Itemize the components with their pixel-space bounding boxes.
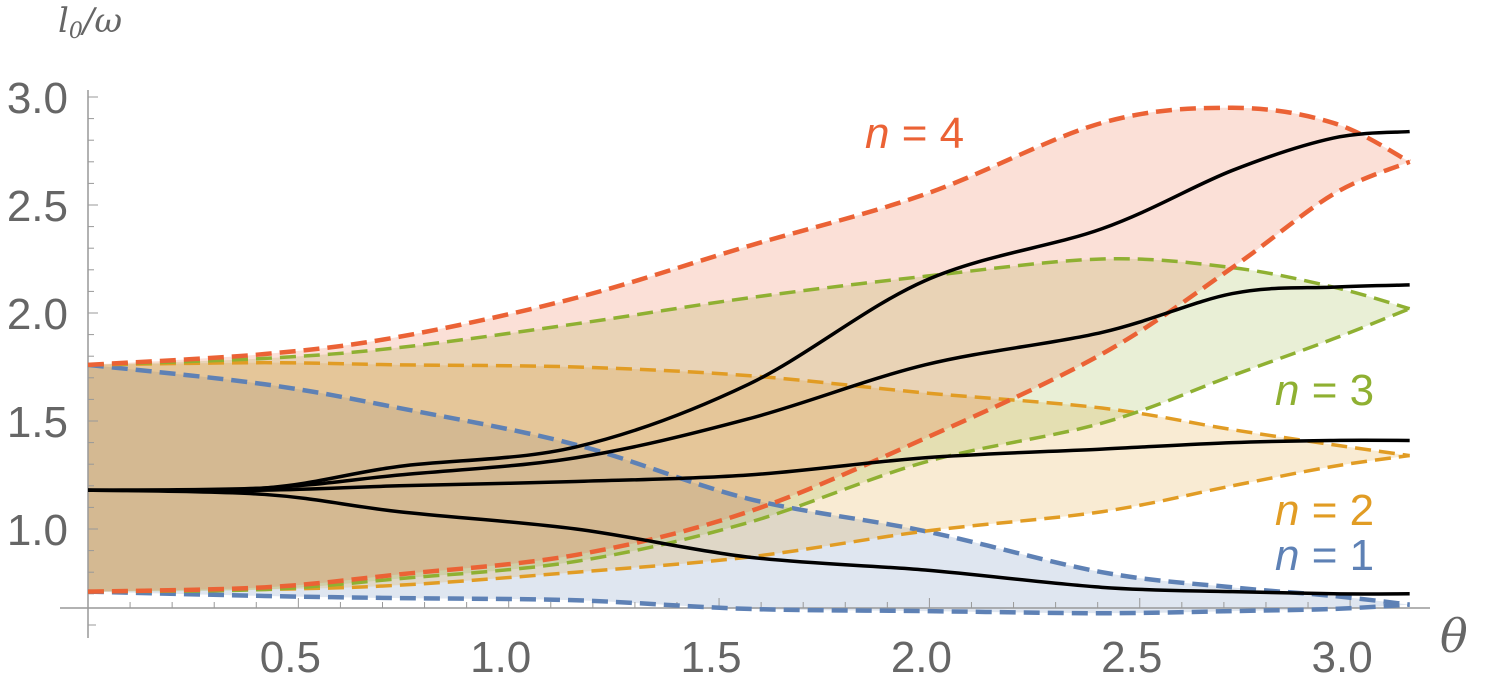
band-fill-n2 [88,362,1410,592]
center-curves [87,129,1410,596]
band-upper-n2 [87,360,1410,458]
y-tick-label: 1.5 [7,398,68,447]
band-fill-n1 [88,364,1410,614]
y-tick-label: 3.0 [7,74,68,123]
band-lower-n4 [87,159,1411,594]
y-axis-label: l0/ω [58,1,122,44]
x-tick-label: 2.5 [1101,633,1162,682]
y-tick-label: 1.0 [7,506,68,555]
series-label-n3: n = 3 [1275,366,1374,415]
band-upper-n3 [87,257,1411,367]
y-tick-label: 2.5 [7,182,68,231]
x-tick-label: 0.5 [260,633,321,682]
x-tick-label: 2.0 [891,633,952,682]
series-label-n4: n = 4 [865,109,964,158]
center-curve-n2 [87,438,1410,493]
band-boundaries [87,105,1411,616]
x-tick-label: 1.5 [680,633,741,682]
band-lower-n1 [87,589,1410,616]
band-upper-n1 [87,362,1410,607]
x-axis-label: θ [1440,609,1468,663]
x-tick-label: 3.0 [1312,633,1373,682]
band-lower-n2 [87,453,1410,594]
series-label-n1: n = 1 [1275,531,1374,580]
band-fill-n3 [88,258,1410,592]
y-tick-label: 2.0 [7,290,68,339]
x-tick-label: 1.0 [470,633,531,682]
series-labels: n = 1n = 2 n = 3 n = 4 [865,109,1374,580]
center-curve-n3 [87,283,1410,492]
series-label-n2: n = 2 [1275,486,1374,535]
center-curve-n1 [87,488,1410,596]
center-curve-n4 [87,129,1410,493]
tick-labels: 0.5 1.0 1.5 2.0 2.5 3.0 1.0 1.5 2.0 2.5 3.0 [7,74,1373,682]
band-fill-n4 [88,107,1410,592]
band-fills [88,107,1410,614]
